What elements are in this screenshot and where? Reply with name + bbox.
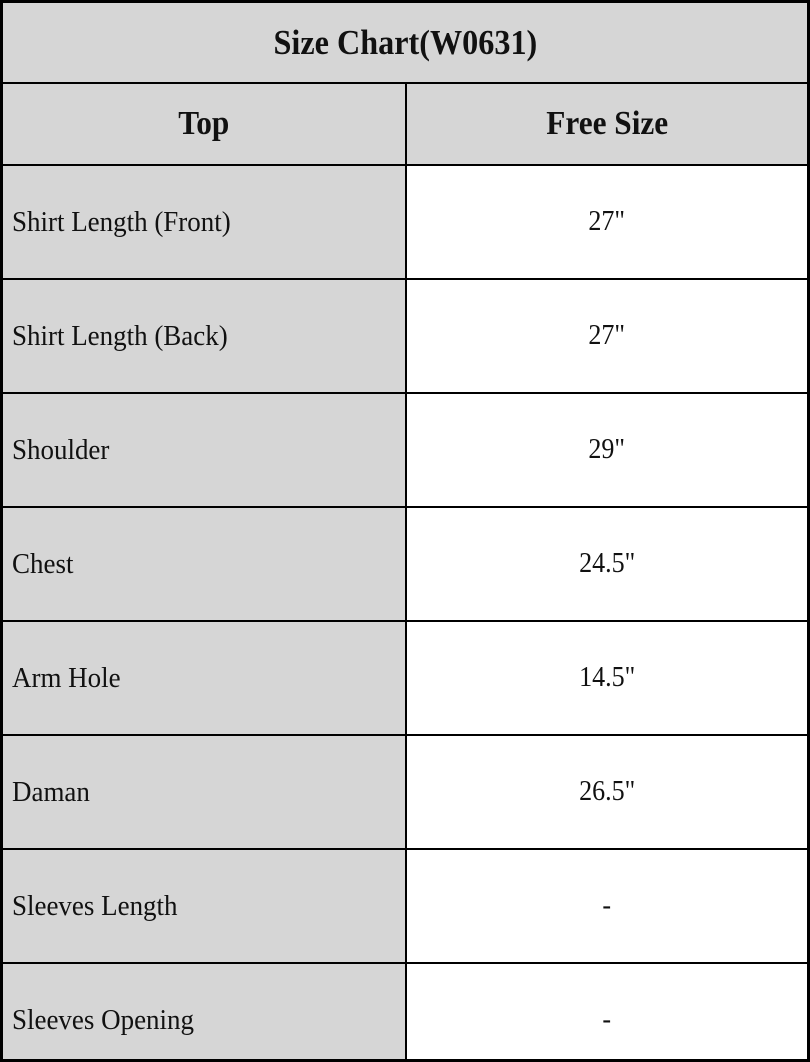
chart-title-cell: Size Chart(W0631) [3,3,807,84]
size-chart-table: Size Chart(W0631) Top Free Size Shirt Le… [3,3,807,1059]
measurement-value: - [602,890,612,921]
measurement-value: 24.5" [578,548,636,579]
measurement-label-cell: Sleeves Opening [3,963,407,1059]
measurement-value: 29" [588,434,626,465]
table-row: Daman 26.5" [3,735,807,850]
measurement-value-cell: 24.5" [406,507,807,622]
column-header-measurement: Top [3,83,407,166]
measurement-value-cell: 27" [406,279,807,394]
measurement-label-cell: Arm Hole [3,621,407,736]
table-row: Shirt Length (Front) 27" [3,165,807,280]
page-title: Size Chart(W0631) [273,22,537,62]
measurement-label-cell: Shirt Length (Back) [3,279,407,394]
chart-title-row: Size Chart(W0631) [3,3,807,84]
measurement-value-cell: 27" [406,165,807,280]
measurement-label: Sleeves Length [12,889,178,922]
measurement-label-cell: Shoulder [3,393,407,508]
measurement-value-cell: 14.5" [406,621,807,736]
column-header-measurement-label: Top [178,105,230,142]
measurement-value: 27" [588,320,626,351]
measurement-value: 14.5" [578,662,636,693]
measurement-label: Chest [12,547,74,580]
measurement-value: - [602,1004,612,1035]
measurement-value: 27" [588,206,626,237]
measurement-label: Shirt Length (Back) [12,319,228,352]
table-row: Sleeves Length - [3,849,807,964]
measurement-label: Shoulder [12,433,110,466]
measurement-label-cell: Shirt Length (Front) [3,165,407,280]
measurement-value-cell: - [406,849,807,964]
measurement-label: Shirt Length (Front) [12,205,231,238]
measurement-value-cell: 26.5" [406,735,807,850]
measurement-label-cell: Chest [3,507,407,622]
column-header-row: Top Free Size [3,83,807,166]
measurement-value: 26.5" [578,776,636,807]
measurement-label: Arm Hole [12,661,121,694]
measurement-label-cell: Sleeves Length [3,849,407,964]
measurement-label: Sleeves Opening [12,1003,195,1036]
measurement-label-cell: Daman [3,735,407,850]
table-row: Sleeves Opening - [3,963,807,1059]
table-row: Shoulder 29" [3,393,807,508]
measurement-value-cell: 29" [406,393,807,508]
size-chart-body: Size Chart(W0631) Top Free Size Shirt Le… [3,3,807,1059]
column-header-size-label: Free Size [546,105,668,142]
measurement-value-cell: - [406,963,807,1059]
table-row: Shirt Length (Back) 27" [3,279,807,394]
measurement-label: Daman [12,775,90,808]
table-row: Chest 24.5" [3,507,807,622]
column-header-size: Free Size [406,83,807,166]
table-row: Arm Hole 14.5" [3,621,807,736]
